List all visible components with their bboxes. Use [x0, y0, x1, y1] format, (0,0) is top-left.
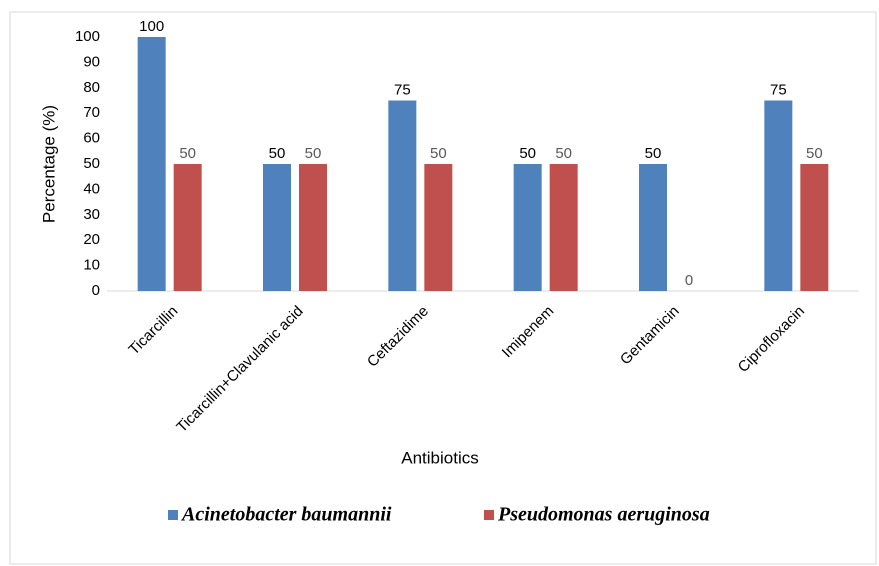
data-label: 50	[430, 145, 447, 162]
bar	[549, 164, 578, 291]
data-label: 75	[770, 81, 787, 98]
bar	[800, 164, 829, 291]
legend-label: Pseudomonas aeruginosa	[497, 504, 710, 526]
data-label: 50	[555, 145, 572, 162]
y-axis-title: Percentage (%)	[39, 105, 58, 223]
y-tick-label: 0	[92, 282, 100, 299]
bar	[388, 100, 417, 291]
bar	[513, 164, 542, 291]
y-tick-label: 30	[83, 206, 100, 223]
data-label: 50	[519, 145, 536, 162]
data-label: 50	[806, 145, 823, 162]
y-tick-label: 20	[83, 231, 100, 248]
data-label: 50	[305, 145, 322, 162]
y-tick-label: 10	[83, 257, 100, 274]
bar	[173, 164, 202, 291]
bar	[424, 164, 453, 291]
data-label: 50	[179, 145, 196, 162]
bar	[299, 164, 327, 291]
y-tick-label: 70	[83, 104, 100, 121]
y-tick-label: 80	[83, 79, 100, 96]
data-label: 0	[685, 272, 693, 289]
legend-swatch	[168, 510, 178, 520]
legend-label: Acinetobacter baumannii	[180, 504, 392, 526]
bar	[263, 164, 291, 291]
bar	[639, 164, 667, 291]
bar	[764, 100, 793, 291]
x-axis-title: Antibiotics	[401, 448, 478, 467]
legend-swatch	[484, 510, 494, 520]
y-tick-label: 40	[83, 180, 100, 197]
data-label: 50	[645, 145, 662, 162]
data-label: 75	[394, 81, 411, 98]
y-tick-label: 100	[75, 28, 100, 45]
data-label: 100	[139, 18, 164, 35]
data-label: 50	[269, 145, 286, 162]
y-tick-label: 50	[83, 155, 100, 172]
bar	[137, 37, 166, 291]
y-tick-label: 60	[83, 130, 100, 147]
y-tick-label: 90	[83, 53, 100, 70]
